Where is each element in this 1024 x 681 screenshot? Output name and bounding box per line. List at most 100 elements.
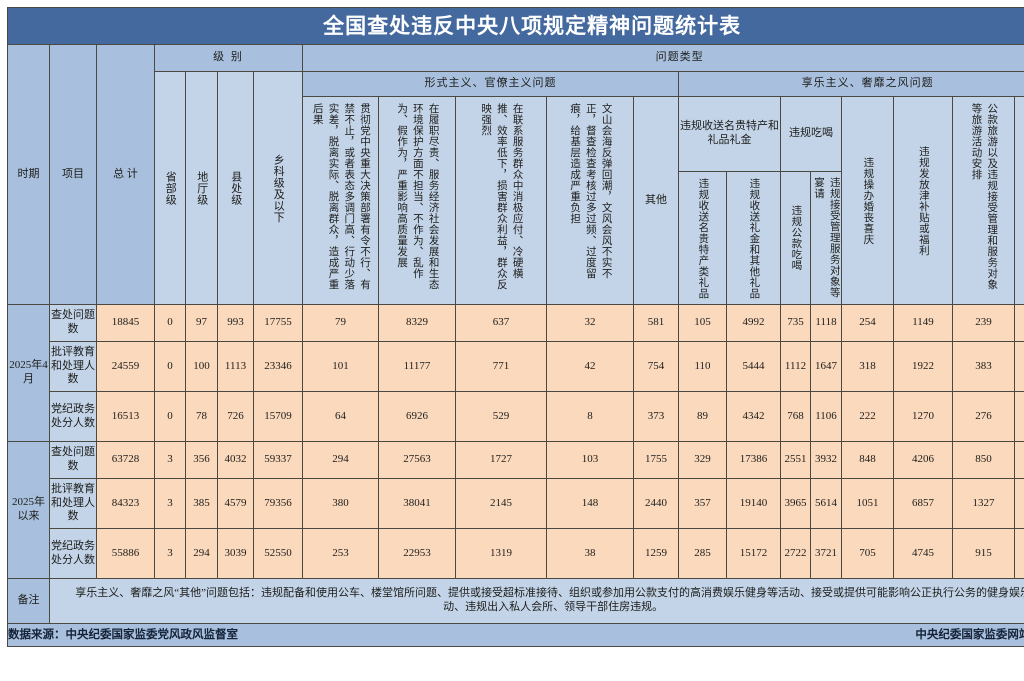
cell-formalism-2: 22953 [378,528,456,579]
cell-level-township: 59337 [253,441,303,479]
cell-level-township: 17755 [253,304,303,342]
header-formalism-col-3: 在联系服务群众中消极应付、冷硬横推、效率低下，损害群众利益，群众反映强烈 [455,96,547,305]
cell-weddings: 705 [841,528,894,579]
cell-level-county: 993 [217,304,254,342]
cell-level-provincial: 3 [154,478,186,529]
cell-level-prefecture: 97 [185,304,218,342]
cell-dining-2: 5614 [810,478,842,529]
cell-dining-1: 2722 [780,528,811,579]
statistics-table: 全国查处违反中央八项规定精神问题统计表 时期 项目 总 计 级 别 问题类型 省… [6,7,1024,647]
cell-level-provincial: 0 [154,304,186,342]
header-level-county-label: 县处级 [229,170,242,206]
cell-level-provincial: 0 [154,391,186,442]
cell-allowances: 1922 [893,341,953,392]
cell-other: 2858 [1013,478,1024,529]
header-travel-label: 公款旅游以及违规接受管理和服务对象等旅游活动安排 [970,102,998,290]
note-row: 备注 享乐主义、奢靡之风“其他”问题包括：违规配备和使用公车、楼堂馆所问题、提供… [7,578,1024,624]
header-hedonism-other: 其他 [1013,96,1024,305]
cell-formalism-1: 253 [302,528,379,579]
cell-formalism-2: 6926 [378,391,456,442]
cell-level-township: 15709 [253,391,303,442]
cell-allowances: 4745 [893,528,953,579]
cell-travel: 915 [952,528,1015,579]
cell-level-provincial: 0 [154,341,186,392]
cell-total: 63728 [96,441,155,479]
cell-formalism-3: 529 [455,391,547,442]
cell-level-township: 23346 [253,341,303,392]
cell-travel: 1327 [952,478,1015,529]
cell-level-prefecture: 78 [185,391,218,442]
header-dining-sub-2-label: 违规接受管理服务对象等宴请 [813,177,840,298]
cell-gifts-1: 329 [678,441,727,479]
cell-formalism-2: 27563 [378,441,456,479]
item-label: 党纪政务处分人数 [49,528,97,579]
cell-gifts-2: 4992 [726,304,781,342]
header-row-1: 时期 项目 总 计 级 别 问题类型 [7,44,1024,305]
header-weddings: 违规操办婚丧喜庆 [841,96,894,305]
cell-formalism-1: 380 [302,478,379,529]
cell-travel: 239 [952,304,1015,342]
cell-formalism-1: 101 [302,341,379,392]
cell-formalism-4: 42 [546,341,634,392]
cell-gifts-1: 105 [678,304,727,342]
cell-formalism-4: 148 [546,478,634,529]
header-level-county: 县处级 [217,71,254,305]
header-dining-sub-1: 违规公款吃喝 [780,171,811,305]
cell-gifts-1: 89 [678,391,727,442]
header-travel: 公款旅游以及违规接受管理和服务对象等旅游活动安排 [952,96,1015,305]
header-dining-group: 违规吃喝 [780,96,842,172]
header-gifts-sub-2-label: 违规收送礼金和其他礼品 [748,177,760,299]
cell-formalism-4: 38 [546,528,634,579]
item-label: 批评教育和处理人数 [49,341,97,392]
header-formalism-col-1: 贯彻党中央重大决策部署有令不行、有禁不止，或者表态多调门高、行动少落实差，脱离实… [302,96,379,305]
cell-gifts-2: 4342 [726,391,781,442]
cell-level-prefecture: 100 [185,341,218,392]
cell-dining-2: 1118 [810,304,842,342]
cell-gifts-2: 19140 [726,478,781,529]
header-level-provincial: 省部级 [154,71,186,305]
page-title: 全国查处违反中央八项规定精神问题统计表 [323,13,742,38]
cell-dining-2: 3932 [810,441,842,479]
header-formalism-col-3-label: 在联系服务群众中消极应付、冷硬横推、效率低下，损害群众利益，群众反映强烈 [480,102,523,290]
cell-formalism-other: 1259 [633,528,679,579]
header-level-prefecture-label: 地厅级 [195,170,208,206]
header-formalism-other: 其他 [633,96,679,305]
header-item: 项目 [49,44,97,305]
note-label: 备注 [7,578,50,624]
item-label: 查处问题数 [49,304,97,342]
header-dining-sub-2: 违规接受管理服务对象等宴请 [810,171,842,305]
cell-weddings: 318 [841,341,894,392]
cell-level-township: 79356 [253,478,303,529]
cell-formalism-2: 38041 [378,478,456,529]
header-allowances-label: 违规发放津补贴或福利 [917,145,929,256]
cell-formalism-2: 11177 [378,341,456,392]
source-cell: 数据来源：中央纪委国家监委党风政风监督室 中央纪委国家监委网站 制图 [6,623,1024,647]
header-period: 时期 [7,44,50,305]
cell-weddings: 848 [841,441,894,479]
cell-level-county: 4032 [217,441,254,479]
header-total: 总 计 [96,44,155,305]
header-level-township: 乡科级及以下 [253,71,303,305]
cell-dining-1: 768 [780,391,811,442]
top-spacer [0,0,1024,7]
cell-gifts-2: 17386 [726,441,781,479]
cell-formalism-3: 2145 [455,478,547,529]
header-level-prefecture: 地厅级 [185,71,218,305]
cell-total: 16513 [96,391,155,442]
cell-allowances: 1270 [893,391,953,442]
cell-formalism-3: 1727 [455,441,547,479]
item-label: 批评教育和处理人数 [49,478,97,529]
title-row: 全国查处违反中央八项规定精神问题统计表 [6,7,1024,45]
cell-level-prefecture: 294 [185,528,218,579]
cell-other: 540 [1013,391,1024,442]
cell-formalism-4: 32 [546,304,634,342]
header-dining-sub-1-label: 违规公款吃喝 [790,205,802,271]
header-allowances: 违规发放津补贴或福利 [893,96,953,305]
header-formalism-col-4: 文山会海反弹回潮，文风会风不实不正，督查检查考核过多过频、过度留痕，给基层造成严… [546,96,634,305]
cell-other: 2184 [1013,441,1024,479]
title-cell: 全国查处违反中央八项规定精神问题统计表 [6,7,1024,45]
cell-dining-2: 1647 [810,341,842,392]
cell-formalism-3: 1319 [455,528,547,579]
table-row: 2025年4月 查处问题数 18845 0 97 993 17755 79 83… [7,304,1024,442]
